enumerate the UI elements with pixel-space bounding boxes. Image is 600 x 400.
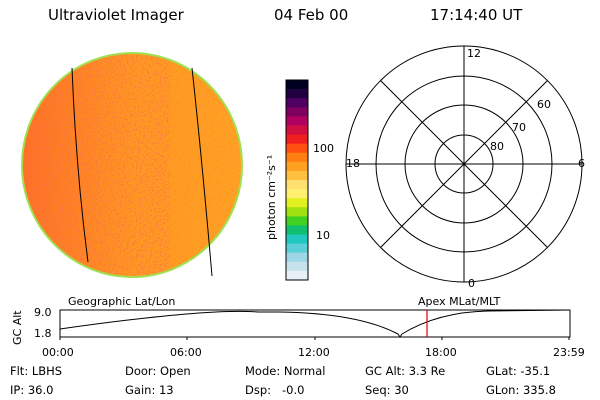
colorbar-band	[286, 180, 308, 190]
dsp-field: Dsp: -0.0	[245, 383, 305, 397]
mlt-label-6: 6	[578, 157, 585, 170]
time-label: 17:14:40 UT	[430, 6, 523, 24]
lat-label-80: 80	[490, 140, 504, 153]
timeline-xtick-0000: 00:00	[42, 346, 74, 359]
colorbar-band	[286, 125, 308, 136]
filter-field: Flt: LBHS	[10, 364, 63, 378]
colorbar-band	[286, 116, 308, 126]
colorbar	[285, 79, 309, 281]
colorbar-band	[286, 216, 308, 226]
instrument-title: Ultraviolet Imager	[48, 6, 184, 24]
timeline-xtick-1200: 12:00	[298, 346, 330, 359]
colorbar-band	[286, 225, 308, 236]
mode-field: Mode: Normal	[245, 364, 326, 378]
colorbar-band	[286, 243, 308, 254]
timeline-ytick-9: 9.0	[34, 306, 52, 319]
colorbar-band	[286, 261, 308, 272]
sequence-field: Seq: 30	[365, 383, 409, 397]
colorbar-band	[286, 89, 308, 99]
colorbar-band	[286, 207, 308, 217]
colorbar-frame	[285, 79, 309, 281]
date-label: 04 Feb 00	[274, 6, 349, 24]
timeline-y-title: GC Alt	[11, 310, 24, 345]
geographic-latitude-field: GLat: -35.1	[486, 364, 551, 378]
lat-label-60: 60	[537, 98, 551, 111]
timeline-ytick-1.8: 1.8	[34, 327, 52, 340]
timeline-xtick-1800: 18:00	[425, 346, 457, 359]
mlt-label-12: 12	[467, 47, 481, 60]
door-field: Door: Open	[125, 364, 191, 378]
colorbar-unit-label: photon cm⁻²s⁻¹	[265, 154, 278, 240]
altitude-timeline	[59, 309, 571, 340]
timeline-xtick-0600: 06:00	[170, 346, 202, 359]
mlt-label-0: 0	[468, 277, 475, 290]
timeline-right-label: Apex MLat/MLT	[418, 295, 501, 308]
earth-uv-image	[21, 52, 243, 278]
gain-field: Gain: 13	[125, 383, 174, 397]
colorbar-band	[286, 134, 308, 145]
colorbar-band	[286, 252, 308, 263]
geographic-longitude-field: GLon: 335.8	[486, 383, 556, 397]
colorbar-band	[286, 189, 308, 199]
colorbar-band	[286, 98, 308, 108]
colorbar-band	[286, 161, 308, 172]
colorbar-tick-10: 10	[316, 229, 330, 242]
colorbar-band	[286, 234, 308, 245]
gc-altitude-field: GC Alt: 3.3 Re	[365, 364, 446, 378]
timeline-left-label: Geographic Lat/Lon	[68, 295, 176, 308]
mlt-label-18: 18	[346, 157, 360, 170]
colorbar-band	[286, 170, 308, 181]
colorbar-band	[286, 270, 308, 281]
colorbar-band	[286, 107, 308, 117]
ip-field: IP: 36.0	[10, 383, 54, 397]
colorbar-band	[286, 143, 308, 154]
colorbar-band	[286, 198, 308, 208]
colorbar-band	[286, 80, 308, 90]
colorbar-band	[286, 152, 308, 163]
lat-label-70: 70	[512, 121, 526, 134]
colorbar-tick-100: 100	[313, 142, 334, 155]
polar-mlat-mlt-plot	[345, 45, 583, 283]
timeline-xtick-2359: 23:59	[553, 346, 585, 359]
